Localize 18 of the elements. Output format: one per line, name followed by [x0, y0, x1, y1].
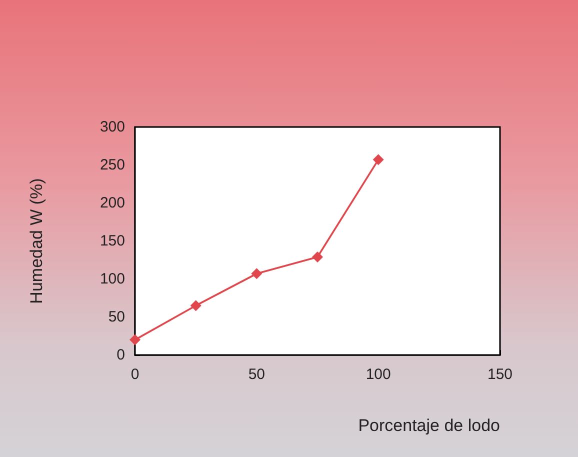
- x-axis-title: Porcentaje de lodo: [358, 416, 500, 435]
- y-tick-label: 300: [100, 118, 125, 136]
- y-tick-label: 0: [116, 346, 125, 364]
- x-tick-label: 50: [248, 366, 266, 383]
- point: [372, 154, 384, 166]
- x-tick-label: 100: [366, 366, 391, 383]
- x-tick-label: 150: [487, 366, 513, 383]
- y-tick-label: 100: [100, 270, 125, 288]
- y-tick-label: 250: [100, 156, 125, 174]
- point: [312, 251, 323, 262]
- y-tick-label: 150: [100, 232, 125, 250]
- y-axis-title: Humedad W (%): [27, 178, 46, 304]
- x-tick-label: 0: [130, 366, 140, 383]
- point: [251, 268, 262, 280]
- y-tick-label: 50: [108, 308, 125, 326]
- y-tick-label: 200: [100, 194, 125, 212]
- point: [130, 334, 140, 346]
- point: [190, 300, 202, 312]
